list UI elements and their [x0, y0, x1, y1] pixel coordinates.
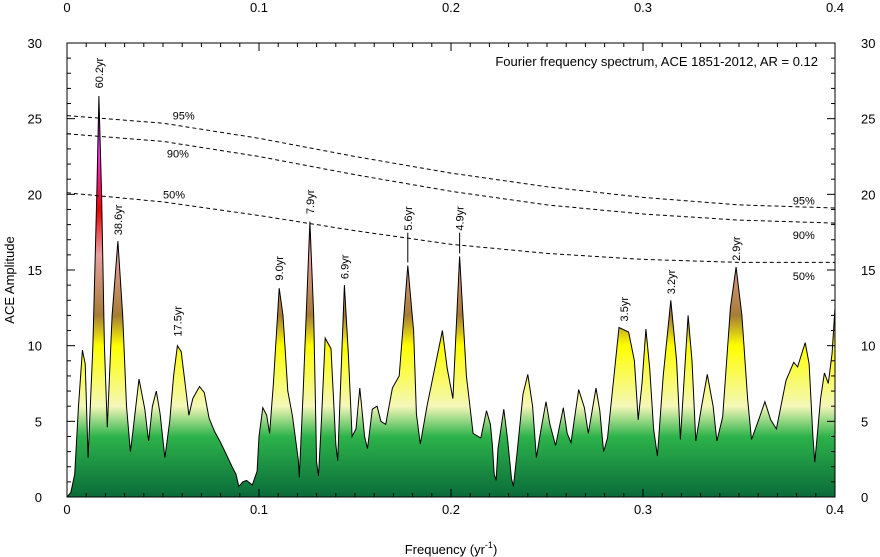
peak-label: 7.9yr	[305, 189, 317, 214]
y-tick-label-right: 25	[861, 112, 875, 127]
x-tick-label-bottom: 0.2	[442, 502, 460, 517]
confidence-curve-90pct	[67, 133, 835, 224]
x-tick-label-bottom: 0.3	[634, 502, 652, 517]
peak-label: 3.5yr	[619, 297, 631, 322]
peak-label: 9.0yr	[274, 256, 286, 281]
peak-label: 17.5yr	[172, 306, 184, 337]
axis-ticks	[66, 42, 836, 498]
y-tick-label-left: 10	[28, 339, 42, 354]
peak-label: 60.2yr	[94, 57, 106, 88]
x-tick-label-bottom: 0.1	[250, 502, 268, 517]
spectrum-area-layer	[67, 95, 835, 497]
x-axis-title-superscript: -1	[485, 540, 493, 550]
confidence-label: 95%	[173, 111, 195, 123]
confidence-curves	[67, 115, 835, 263]
x-tick-label-top: 0.4	[826, 0, 844, 15]
x-tick-label-top: 0	[63, 0, 70, 15]
y-tick-label-right: 15	[861, 263, 875, 278]
x-tick-label-top: 0.1	[250, 0, 268, 15]
y-tick-label-right: 30	[861, 36, 875, 51]
peak-label: 2.9yr	[731, 236, 743, 261]
confidence-curve-95pct	[67, 115, 835, 209]
y-axis-title: ACE Amplitude	[2, 236, 17, 323]
peak-label: 38.6yr	[113, 204, 125, 235]
y-tick-label-right: 10	[861, 339, 875, 354]
y-tick-label-right: 20	[861, 187, 875, 202]
x-axis-title-close: )	[493, 542, 497, 557]
y-tick-label-left: 25	[28, 112, 42, 127]
y-tick-label-left: 15	[28, 263, 42, 278]
x-tick-label-bottom: 0.4	[826, 502, 844, 517]
chart-title: Fourier frequency spectrum, ACE 1851-201…	[495, 54, 818, 69]
y-tick-label-left: 5	[35, 414, 42, 429]
confidence-label: 50%	[793, 271, 815, 283]
y-tick-label-left: 30	[28, 36, 42, 51]
y-tick-label-right: 0	[861, 490, 868, 505]
x-tick-label-bottom: 0	[63, 502, 70, 517]
peak-label: 3.2yr	[666, 269, 678, 294]
x-axis-title-text: Frequency (yr	[405, 542, 486, 557]
y-tick-label-left: 20	[28, 187, 42, 202]
confidence-curve-50pct	[67, 192, 835, 263]
x-tick-label-top: 0.2	[442, 0, 460, 15]
chart-labels: 0 0 5 5 10 10 15 15 20 20 25 25 30 30 0 0 0.1 0.1 0.2 0.2 0.…	[28, 0, 876, 517]
confidence-label: 90%	[793, 230, 815, 242]
peak-label: 4.9yr	[455, 206, 467, 231]
peak-label: 5.6yr	[403, 206, 415, 231]
y-tick-label-left: 0	[35, 490, 42, 505]
y-tick-label-right: 5	[861, 414, 868, 429]
x-tick-label-top: 0.3	[634, 0, 652, 15]
confidence-label: 95%	[793, 195, 815, 207]
spectrum-line	[67, 95, 835, 497]
peak-label: 6.9yr	[339, 254, 351, 279]
confidence-label: 90%	[167, 148, 189, 160]
confidence-label: 50%	[163, 189, 185, 201]
spectrum-fill	[67, 96, 835, 497]
x-axis-title: Frequency (yr-1)	[405, 540, 498, 557]
